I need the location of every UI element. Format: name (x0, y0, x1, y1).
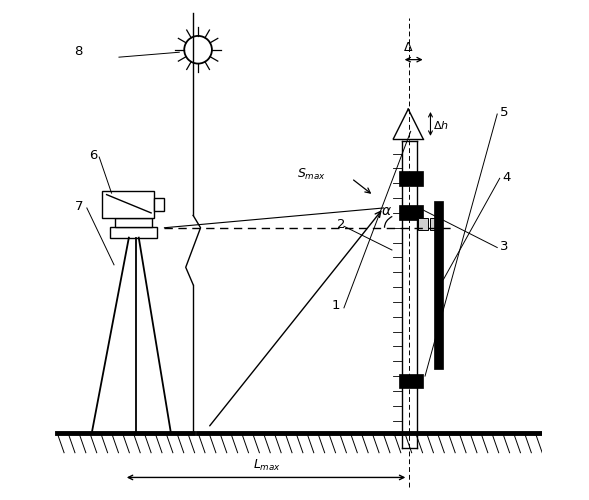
Text: 7: 7 (74, 200, 83, 213)
Bar (110, 227, 157, 237)
Text: 4: 4 (502, 171, 511, 184)
Bar (154, 198, 164, 211)
Text: 3: 3 (499, 240, 508, 253)
Text: $L_{max}$: $L_{max}$ (253, 458, 282, 472)
Text: $\Delta$: $\Delta$ (403, 40, 413, 54)
Bar (399, 374, 422, 388)
Bar (399, 171, 422, 186)
Bar (431, 218, 438, 230)
Text: 5: 5 (499, 106, 508, 120)
Text: 8: 8 (74, 44, 83, 58)
Text: 6: 6 (90, 148, 98, 162)
Bar (115, 218, 153, 227)
Bar (435, 200, 444, 368)
Text: 1: 1 (332, 300, 340, 312)
Text: $\Delta h$: $\Delta h$ (433, 119, 449, 131)
Bar (102, 190, 154, 218)
Bar (418, 218, 428, 230)
Text: $\alpha$: $\alpha$ (381, 204, 392, 218)
Text: $S_{max}$: $S_{max}$ (297, 168, 326, 182)
Text: 2: 2 (336, 218, 345, 231)
Bar (399, 206, 422, 220)
